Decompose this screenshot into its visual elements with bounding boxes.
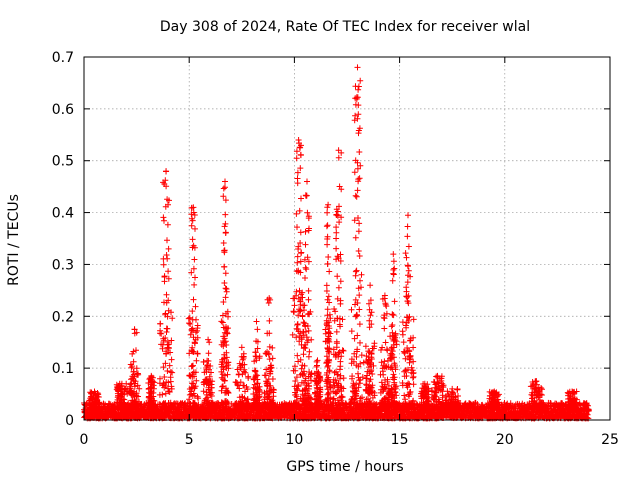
data-point	[121, 400, 128, 407]
data-point	[115, 392, 122, 399]
data-point	[118, 393, 124, 400]
data-point	[90, 405, 97, 412]
data-point	[113, 381, 120, 388]
data-point	[91, 388, 98, 395]
grid-lines	[84, 57, 610, 420]
data-point	[96, 399, 103, 406]
data-point	[119, 386, 126, 393]
data-point	[120, 399, 127, 406]
data-point	[118, 380, 125, 387]
data-point	[95, 406, 102, 413]
data-point	[114, 404, 121, 411]
data-point	[88, 389, 95, 396]
data-point	[89, 396, 96, 403]
data-points	[81, 64, 592, 422]
data-point	[585, 406, 592, 413]
data-point	[91, 400, 98, 407]
data-point	[86, 401, 93, 408]
data-point	[94, 393, 101, 400]
data-point	[118, 406, 125, 413]
